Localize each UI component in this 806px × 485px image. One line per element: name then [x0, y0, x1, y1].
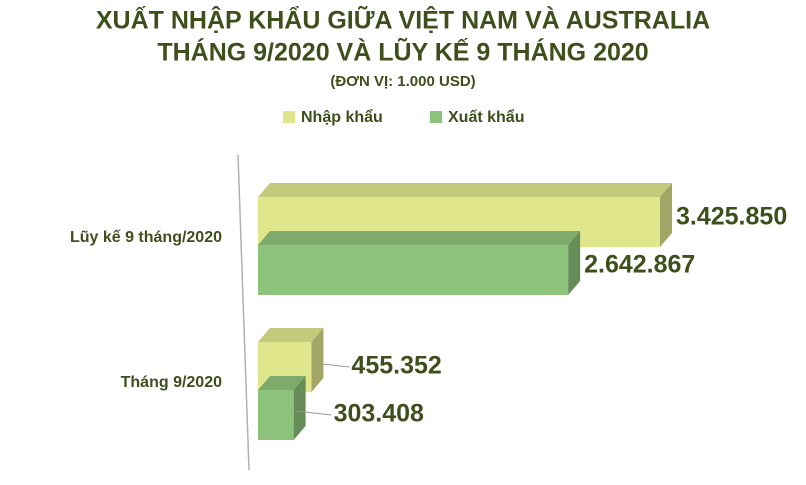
bar-top [258, 183, 672, 197]
bar-side [311, 328, 324, 392]
category-label: Lũy kế 9 tháng/2020 [70, 229, 222, 246]
legend-label: Xuất khẩu [448, 108, 524, 126]
bar-top [258, 376, 306, 390]
bar-top [258, 328, 324, 342]
chart-subtitle: (ĐƠN VỊ: 1.000 USD) [330, 73, 475, 90]
bar [258, 245, 569, 295]
chart-title: XUẤT NHẬP KHẨU GIỮA VIỆT NAM VÀ AUSTRALI… [96, 5, 710, 35]
leader-line [295, 410, 332, 416]
data-label: 303.408 [334, 400, 424, 428]
legend-label: Nhập khẩu [301, 108, 383, 126]
legend-swatch [283, 111, 295, 123]
chart-title: THÁNG 9/2020 VÀ LŨY KẾ 9 THÁNG 2020 [157, 37, 648, 67]
bar-side [293, 376, 306, 440]
bar [258, 390, 294, 440]
bar-top [258, 231, 581, 245]
legend-swatch [430, 111, 442, 123]
category-label: Tháng 9/2020 [121, 374, 222, 391]
bar-side [660, 183, 672, 247]
axis-line [237, 154, 250, 471]
bar-side [568, 231, 581, 295]
data-label: 3.425.850 [676, 203, 787, 231]
data-label: 2.642.867 [584, 251, 695, 279]
leader-line [313, 362, 350, 368]
data-label: 455.352 [351, 352, 441, 380]
